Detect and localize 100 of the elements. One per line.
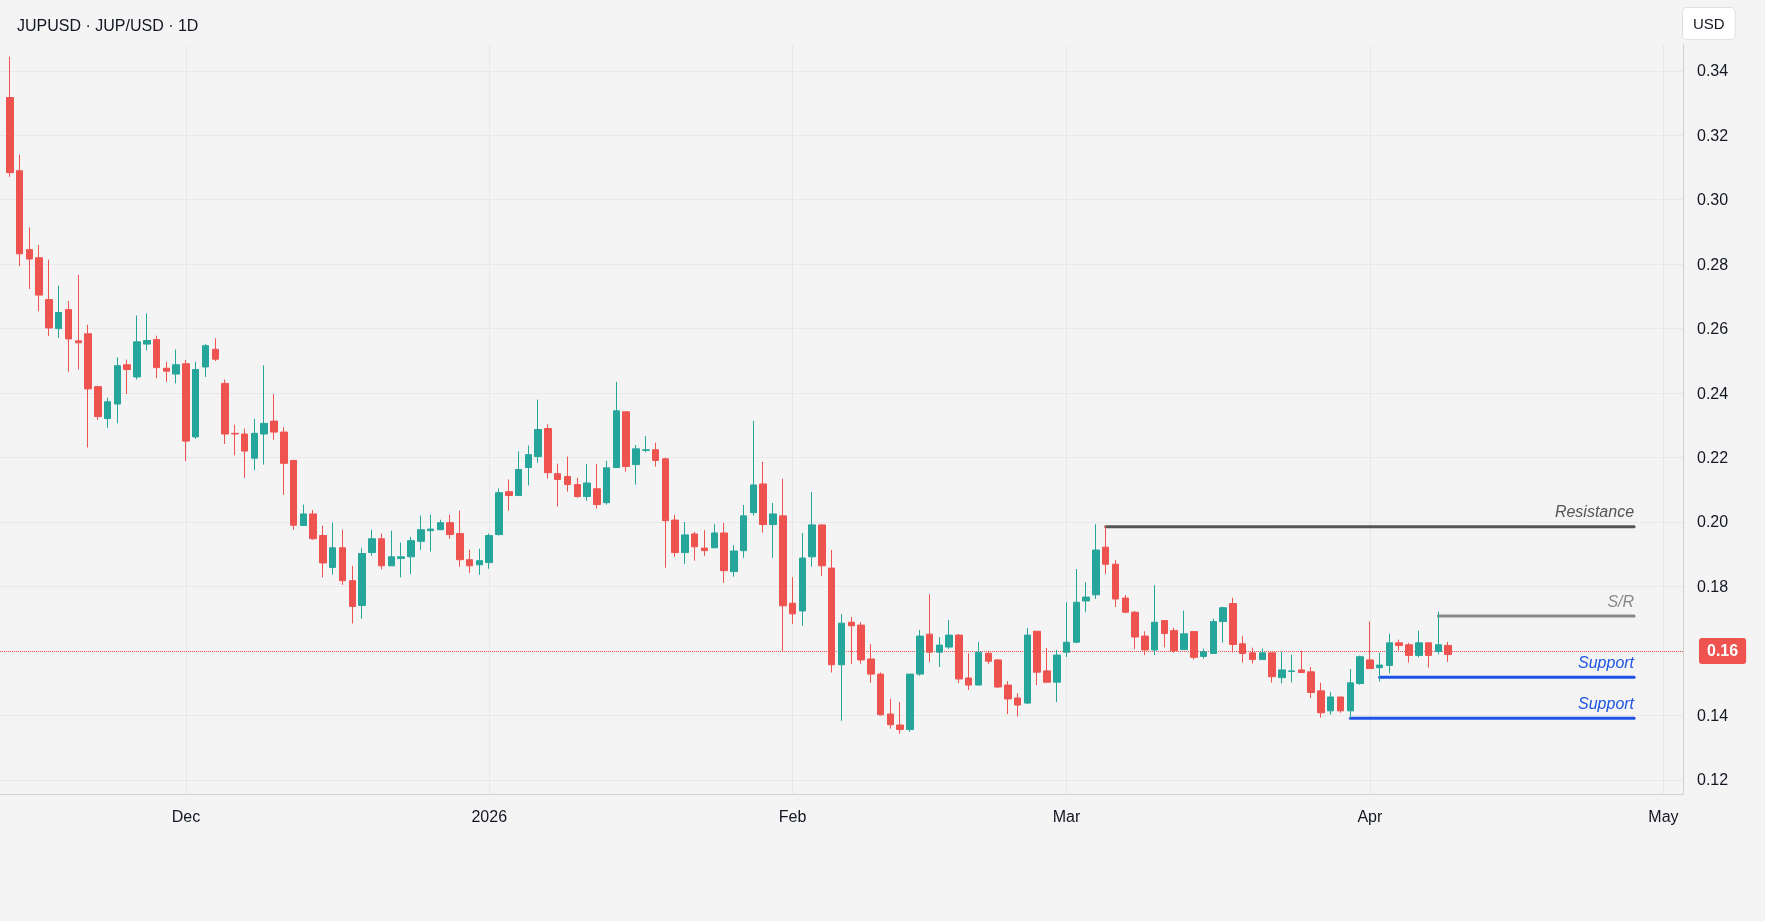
y-tick-label: 0.22 [1697,449,1729,467]
candlestick [887,698,894,730]
candlestick [877,672,884,717]
candlestick [1131,610,1139,650]
candlestick [231,424,239,456]
candlestick [212,337,219,362]
candlestick [114,356,121,424]
candlestick [681,521,689,565]
candlestick [172,349,180,384]
candlestick [554,463,561,508]
candlestick [769,502,777,559]
candlestick [936,636,943,668]
candlestick [701,529,708,557]
candlestick [671,514,679,558]
x-tick-label: Apr [1357,807,1383,825]
y-tick-label: 0.14 [1697,706,1729,724]
candlestick [495,487,503,537]
x-tick-label: Dec [171,807,201,825]
candlestick [691,531,698,562]
candlestick [652,442,659,468]
candlestick [1024,627,1031,705]
candlestick [309,509,317,541]
candlestick [730,544,738,578]
candlestick [1317,682,1325,719]
candlestick [750,420,757,517]
candlestick [622,411,630,473]
candlestick [358,547,366,620]
candlestick [906,673,914,733]
series-label: Support [1578,653,1635,671]
candlestick [1356,655,1364,686]
candlestick [270,393,278,441]
candlestick [1102,524,1109,575]
candlestick [544,423,552,479]
candlestick [388,530,395,567]
candlestick [818,524,826,577]
candlestick [221,379,229,445]
candlestick [1063,601,1070,658]
ref-line-label: 0.16 [1707,642,1739,660]
candlestick [182,359,190,462]
candlestick [525,445,532,487]
candlestick [1386,633,1393,674]
candlestick [260,364,268,466]
candlestick [994,658,1002,689]
candlestick [838,613,845,722]
candlestick [407,536,415,575]
candlestick [1337,696,1344,714]
candlestick [241,428,248,479]
candlestick [16,154,23,267]
candlestick [378,533,385,570]
x-tick-label: Mar [1052,807,1081,825]
candlestick [1112,559,1119,608]
candlestick [945,619,953,650]
candlestick [603,460,610,506]
candlestick [975,641,982,686]
candlestick [65,300,72,373]
y-tick-label: 0.12 [1697,771,1729,789]
candlestick [300,504,307,527]
candlestick [427,514,434,553]
candlestick [45,259,53,337]
candlestick [740,504,747,559]
x-tick-label: Feb [778,807,807,825]
candlestick [1161,620,1168,648]
candlestick [1210,618,1217,654]
candlestick [916,629,924,677]
candlestick [1327,691,1334,716]
chart-title: JUPUSD · JUP/USD · 1D [17,16,199,34]
candlestick [1073,568,1080,644]
candlestick [613,381,620,469]
candlestick [1219,606,1227,644]
candlestick [329,522,336,576]
candlestick [1004,680,1012,715]
candlestick [75,274,82,371]
candlestick [94,385,102,421]
candlestick [1180,610,1188,651]
candlestick [35,244,43,312]
candlestick [1151,584,1158,656]
candlestick [1307,666,1315,699]
candlestick [466,549,473,574]
candlestick [349,565,356,625]
candlestick [397,542,405,578]
candlestick [515,450,522,497]
x-tick-label: 2026 [471,807,508,825]
candlestick [485,533,493,570]
candlestick [574,477,581,499]
candlestick [711,523,718,549]
y-tick-label: 0.34 [1697,62,1729,80]
candlestick [84,324,92,449]
candlestick [104,397,111,429]
y-axis-title: USD [1693,15,1725,32]
candlestick [505,478,513,512]
candlestick [153,335,160,379]
candlestick [251,418,258,471]
candlestick [1415,630,1423,658]
candlestick [1053,649,1061,703]
y-tick-label: 0.32 [1697,126,1729,144]
candlestick [437,519,444,531]
candlestick [417,515,425,551]
candlestick [759,461,767,534]
candlestick [1435,611,1442,655]
candlestick [1347,668,1354,720]
